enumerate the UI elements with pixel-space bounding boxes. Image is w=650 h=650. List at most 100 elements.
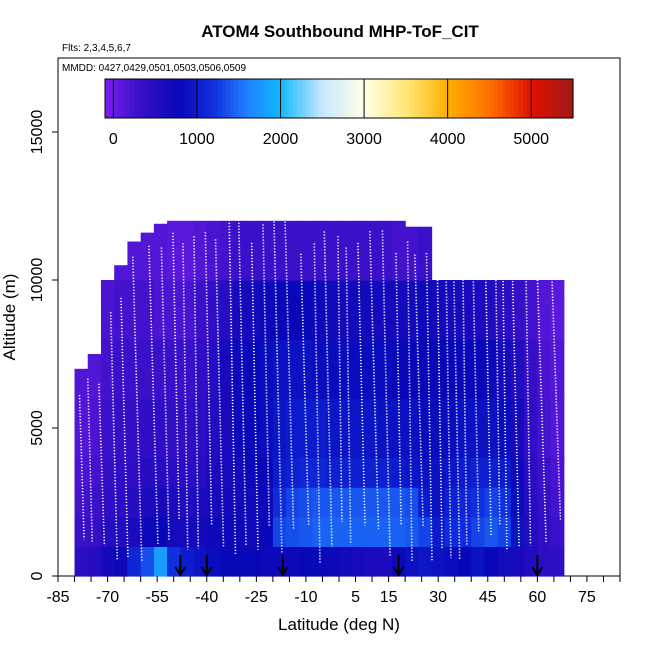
heatmap-cell <box>219 339 234 399</box>
colorbar-strip <box>238 79 244 118</box>
heatmap-cell <box>378 457 393 488</box>
colorbar-strip <box>109 79 114 118</box>
heatmap-cell <box>206 516 221 547</box>
heatmap-cell <box>74 398 89 459</box>
flight-track <box>250 242 259 550</box>
colorbar-strip <box>142 79 148 118</box>
colorbar-strip <box>430 79 436 118</box>
colorbar-strip <box>134 79 140 118</box>
colorbar-strip <box>355 79 361 118</box>
heatmap-cell <box>259 220 274 281</box>
heatmap-cell <box>365 457 380 488</box>
colorbar-strip <box>125 79 131 118</box>
flight-track <box>109 312 119 561</box>
heatmap-cell <box>550 457 565 488</box>
colorbar-strip <box>213 79 219 118</box>
heatmap-cell <box>246 220 261 281</box>
heatmap-cell <box>286 487 300 518</box>
flight-track <box>228 216 237 555</box>
heatmap-cell <box>352 546 367 577</box>
heatmap-cell <box>378 398 393 459</box>
heatmap-cell <box>391 339 406 399</box>
colorbar-strip <box>280 79 286 118</box>
colorbar-strip <box>267 79 273 118</box>
heatmap-cell <box>484 280 499 340</box>
heatmap-cell <box>114 487 129 518</box>
colorbar-strip <box>284 79 290 118</box>
heatmap-cell <box>114 339 129 399</box>
heatmap-cell <box>365 546 380 577</box>
heatmap-cell <box>471 280 486 340</box>
colorbar-strip <box>150 79 156 118</box>
profile-arrow <box>276 555 289 577</box>
heatmap-cell <box>497 457 512 488</box>
y-axis: 0 5000 10000 15000 <box>29 110 58 580</box>
flight-track <box>462 264 468 546</box>
heatmap-cell <box>405 546 419 577</box>
y-tick-label: 15000 <box>29 110 46 155</box>
heatmap-cell <box>259 457 274 488</box>
heatmap-cell <box>74 457 89 488</box>
colorbar-strip <box>397 79 403 118</box>
heatmap-cell <box>167 398 181 459</box>
flight-track <box>406 241 413 563</box>
colorbar-strip <box>372 79 378 118</box>
flight-track <box>381 230 391 558</box>
colorbar-strip <box>209 79 215 118</box>
heatmap-cell <box>140 398 155 459</box>
heatmap-cell <box>352 457 367 488</box>
colorbar-strip <box>560 79 566 118</box>
heatmap-cell <box>471 516 486 547</box>
colorbar-strip <box>380 79 386 118</box>
colorbar-strip <box>326 79 332 118</box>
heatmap-cell <box>418 226 433 281</box>
x-axis: -85 -70 -55 -40 -25 -10 5 15 30 45 60 75 <box>46 576 621 606</box>
heatmap-field <box>74 220 565 577</box>
heatmap-cell <box>299 339 314 399</box>
heatmap-cell <box>219 220 234 281</box>
heatmap-cell <box>167 457 181 488</box>
heatmap-cell <box>193 339 208 399</box>
heatmap-cell <box>391 280 406 340</box>
heatmap-cell <box>153 339 168 399</box>
heatmap-cell <box>458 339 472 399</box>
heatmap-cell <box>286 398 300 459</box>
flight-track <box>98 383 106 546</box>
colorbar-strip <box>359 79 365 118</box>
colorbar-strip <box>535 79 541 118</box>
heatmap-cell <box>418 280 433 340</box>
heatmap-cell <box>193 516 208 547</box>
colorbar-strip <box>568 79 574 118</box>
heatmap-cell <box>431 487 446 518</box>
colorbar-strip <box>460 79 465 118</box>
flight-track <box>501 256 508 551</box>
heatmap-cell <box>233 339 248 399</box>
heatmap-cell <box>219 487 234 518</box>
heatmap-cell <box>391 220 406 281</box>
heatmap-cell <box>352 516 367 547</box>
colorbar-strip <box>485 79 491 118</box>
colorbar-strip <box>506 79 511 118</box>
heatmap-cell <box>405 516 419 547</box>
heatmap-cell <box>153 516 168 547</box>
flight-track <box>525 269 532 546</box>
colorbar-strip <box>476 79 482 118</box>
heatmap-cell <box>259 516 274 547</box>
heatmap-cell <box>153 280 168 340</box>
flight-track <box>564 291 574 534</box>
flight-track <box>511 265 520 548</box>
heatmap-cell <box>352 220 367 281</box>
heatmap-cell <box>537 339 552 399</box>
colorbar-strip <box>493 79 499 118</box>
heatmap-cell <box>431 398 446 459</box>
colorbar-strip <box>481 79 486 118</box>
colorbar-strip <box>234 79 240 118</box>
heatmap-cell <box>100 398 115 459</box>
flight-track <box>300 253 310 527</box>
flight-track <box>494 250 501 526</box>
heatmap-cell <box>471 457 486 488</box>
colorbar-strip <box>384 79 390 118</box>
heatmap-cell <box>299 457 314 488</box>
heatmap-cell <box>206 457 221 488</box>
colorbar-strip <box>301 79 307 118</box>
